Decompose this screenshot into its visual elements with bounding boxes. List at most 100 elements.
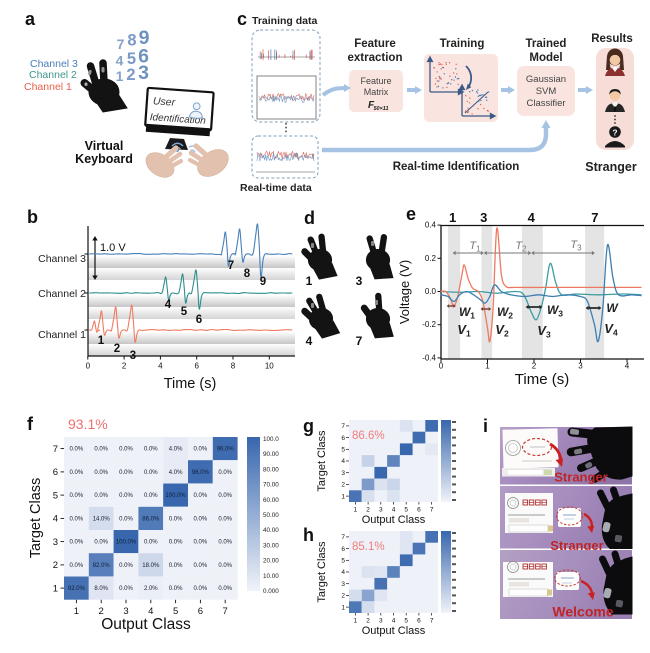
svg-text:0.0%: 0.0% [70, 563, 84, 569]
svg-text:2: 2 [114, 343, 120, 355]
svg-text:6: 6 [417, 507, 421, 514]
svg-text:7: 7 [117, 36, 125, 52]
svg-text:85.1%: 85.1% [352, 541, 385, 553]
svg-text:0.0%: 0.0% [70, 470, 84, 476]
svg-text:4: 4 [53, 514, 58, 525]
svg-text:90.00: 90.00 [263, 451, 279, 458]
svg-text:c: c [237, 9, 247, 29]
svg-text:40.00: 40.00 [263, 527, 279, 534]
svg-text:92.0%: 92.0% [68, 586, 86, 592]
svg-text:extraction: extraction [348, 52, 403, 64]
svg-text:0.0%: 0.0% [218, 516, 232, 522]
svg-text:0.0%: 0.0% [144, 493, 158, 499]
svg-text:4: 4 [341, 569, 345, 576]
svg-text:Matrix: Matrix [364, 87, 389, 97]
svg-text:2: 2 [366, 507, 370, 514]
svg-text:6: 6 [198, 606, 203, 617]
svg-text:100.0%: 100.0% [165, 493, 186, 499]
svg-text:0: 0 [439, 362, 444, 371]
svg-text:1: 1 [306, 274, 313, 288]
svg-text:Time (s): Time (s) [515, 371, 569, 388]
svg-text:7: 7 [53, 444, 58, 455]
svg-text:V2: V2 [495, 322, 509, 339]
svg-text:5: 5 [341, 557, 345, 564]
svg-text:Results: Results [591, 33, 633, 45]
svg-text:9: 9 [139, 27, 150, 49]
svg-text:Feature: Feature [360, 76, 391, 86]
svg-text:7: 7 [341, 534, 345, 541]
svg-text:1: 1 [98, 335, 105, 347]
svg-text:2: 2 [122, 362, 127, 371]
svg-text:5: 5 [341, 446, 345, 453]
svg-text:0: 0 [86, 362, 91, 371]
svg-text:0.0%: 0.0% [94, 470, 108, 476]
svg-text:5: 5 [181, 306, 188, 318]
svg-text:Stranger: Stranger [550, 538, 603, 553]
svg-text:Channel 2: Channel 2 [29, 69, 77, 81]
svg-text:h: h [303, 525, 314, 545]
svg-text:1: 1 [341, 604, 345, 611]
svg-text:F: F [368, 100, 375, 111]
svg-text:-0.2: -0.2 [422, 320, 436, 329]
svg-text:1: 1 [354, 507, 358, 514]
svg-text:0.2: 0.2 [425, 254, 437, 263]
svg-text:70.00: 70.00 [263, 482, 279, 489]
svg-text:0.0%: 0.0% [218, 540, 232, 546]
svg-text:96.0%: 96.0% [217, 447, 235, 453]
svg-text:2: 2 [532, 362, 537, 371]
svg-text:0.0%: 0.0% [119, 586, 133, 592]
svg-text:1: 1 [341, 493, 345, 500]
svg-text:Target Class: Target Class [28, 478, 44, 559]
svg-text:0.0%: 0.0% [194, 563, 208, 569]
svg-text:0.0%: 0.0% [70, 516, 84, 522]
svg-text:V1: V1 [457, 322, 471, 339]
svg-text:3: 3 [379, 507, 383, 514]
svg-text:0.0%: 0.0% [169, 540, 183, 546]
svg-text:2: 2 [366, 618, 370, 625]
svg-text:f: f [27, 414, 34, 434]
svg-text:30.00: 30.00 [263, 542, 279, 549]
svg-text:93.1%: 93.1% [68, 416, 108, 432]
svg-text:1: 1 [53, 583, 58, 594]
svg-text:18.0%: 18.0% [142, 563, 160, 569]
svg-text:Welcome: Welcome [552, 604, 613, 620]
svg-text:4: 4 [165, 299, 172, 311]
svg-text:b: b [27, 207, 38, 227]
svg-text:86.0%: 86.0% [142, 516, 160, 522]
svg-text:Stranger: Stranger [554, 470, 607, 485]
svg-text:86.6%: 86.6% [352, 430, 385, 442]
svg-text:0.0%: 0.0% [144, 447, 158, 453]
svg-text:5: 5 [127, 50, 136, 68]
svg-text:T3: T3 [570, 239, 582, 253]
svg-text:6: 6 [53, 467, 58, 478]
svg-text:0.0%: 0.0% [218, 493, 232, 499]
svg-text:Trained: Trained [526, 38, 567, 50]
svg-text:T1: T1 [469, 240, 481, 254]
svg-text:3: 3 [138, 62, 149, 84]
svg-text:4.0%: 4.0% [169, 447, 183, 453]
svg-text:6: 6 [417, 618, 421, 625]
svg-text:Training data: Training data [252, 15, 318, 27]
svg-text:W3: W3 [547, 303, 563, 319]
svg-text:0.0%: 0.0% [119, 447, 133, 453]
svg-text:2: 2 [126, 66, 135, 84]
svg-text:82.0%: 82.0% [93, 563, 111, 569]
svg-text:Gaussian: Gaussian [526, 74, 566, 85]
svg-text:0.0%: 0.0% [169, 563, 183, 569]
svg-text:5: 5 [53, 490, 58, 501]
svg-text:1: 1 [449, 210, 456, 225]
svg-text:0.0: 0.0 [425, 287, 437, 296]
svg-text:4: 4 [392, 618, 396, 625]
svg-text:3: 3 [356, 274, 363, 288]
svg-text:2.0%: 2.0% [144, 586, 158, 592]
svg-text:50.00: 50.00 [263, 512, 279, 519]
svg-text:4: 4 [392, 507, 396, 514]
svg-text:0.0%: 0.0% [119, 470, 133, 476]
svg-text:0.0%: 0.0% [119, 493, 133, 499]
svg-text:-0.4: -0.4 [422, 353, 436, 362]
svg-text:0.0%: 0.0% [119, 563, 133, 569]
svg-text:7: 7 [430, 507, 434, 514]
svg-text:4: 4 [148, 606, 153, 617]
svg-text:20.00: 20.00 [263, 558, 279, 565]
svg-text:0.0%: 0.0% [119, 516, 133, 522]
